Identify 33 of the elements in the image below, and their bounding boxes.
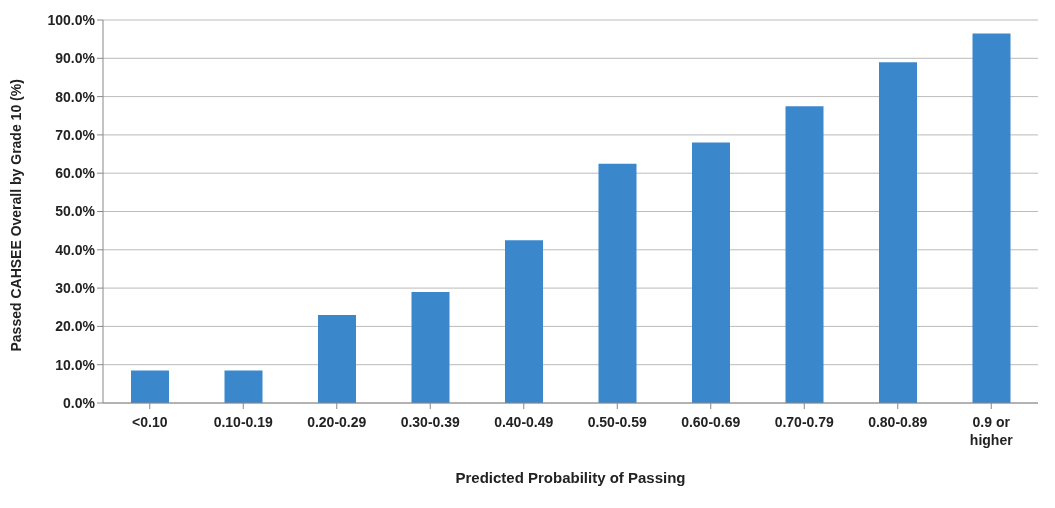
- x-tick-label: 0.20-0.29: [307, 414, 367, 430]
- x-tick-label: 0.60-0.69: [681, 414, 741, 430]
- bar: [879, 62, 917, 403]
- y-tick-label: 60.0%: [55, 165, 96, 182]
- bar: [692, 142, 730, 403]
- bar: [411, 291, 450, 403]
- x-tick-label: 0.40-0.49: [494, 414, 554, 430]
- y-tick-label: 40.0%: [55, 241, 96, 258]
- bar: [598, 163, 637, 403]
- y-tick-label: 20.0%: [55, 318, 96, 335]
- x-tick-label: <0.10: [132, 414, 168, 430]
- y-tick-label: 90.0%: [55, 50, 96, 67]
- x-tick-label: 0.30-0.39: [400, 414, 461, 430]
- bar: [505, 240, 543, 403]
- x-tick-label: 0.9 or higher: [969, 414, 1014, 448]
- bar: [785, 106, 824, 403]
- bar: [972, 33, 1011, 403]
- y-tick-label: 0.0%: [63, 394, 96, 411]
- x-axis-title: Predicted Probability of Passing: [455, 469, 686, 486]
- bar: [131, 370, 169, 403]
- y-tick-label: 30.0%: [55, 280, 96, 297]
- x-tick-label: 0.10-0.19: [213, 414, 274, 430]
- y-tick-label: 100.0%: [47, 11, 96, 28]
- y-tick-label: 70.0%: [55, 126, 96, 143]
- bar: [224, 370, 263, 403]
- y-tick-label: 50.0%: [55, 203, 96, 220]
- x-tick-label: 0.50-0.59: [587, 414, 648, 430]
- x-tick-label: 0.70-0.79: [774, 414, 835, 430]
- y-axis-title: Passed CAHSEE Overall by Grade 10 (%): [7, 79, 24, 352]
- bar: [318, 314, 356, 403]
- y-tick-label: 80.0%: [55, 88, 96, 105]
- y-tick-label: 10.0%: [55, 356, 96, 373]
- x-tick-label: 0.80-0.89: [868, 414, 928, 430]
